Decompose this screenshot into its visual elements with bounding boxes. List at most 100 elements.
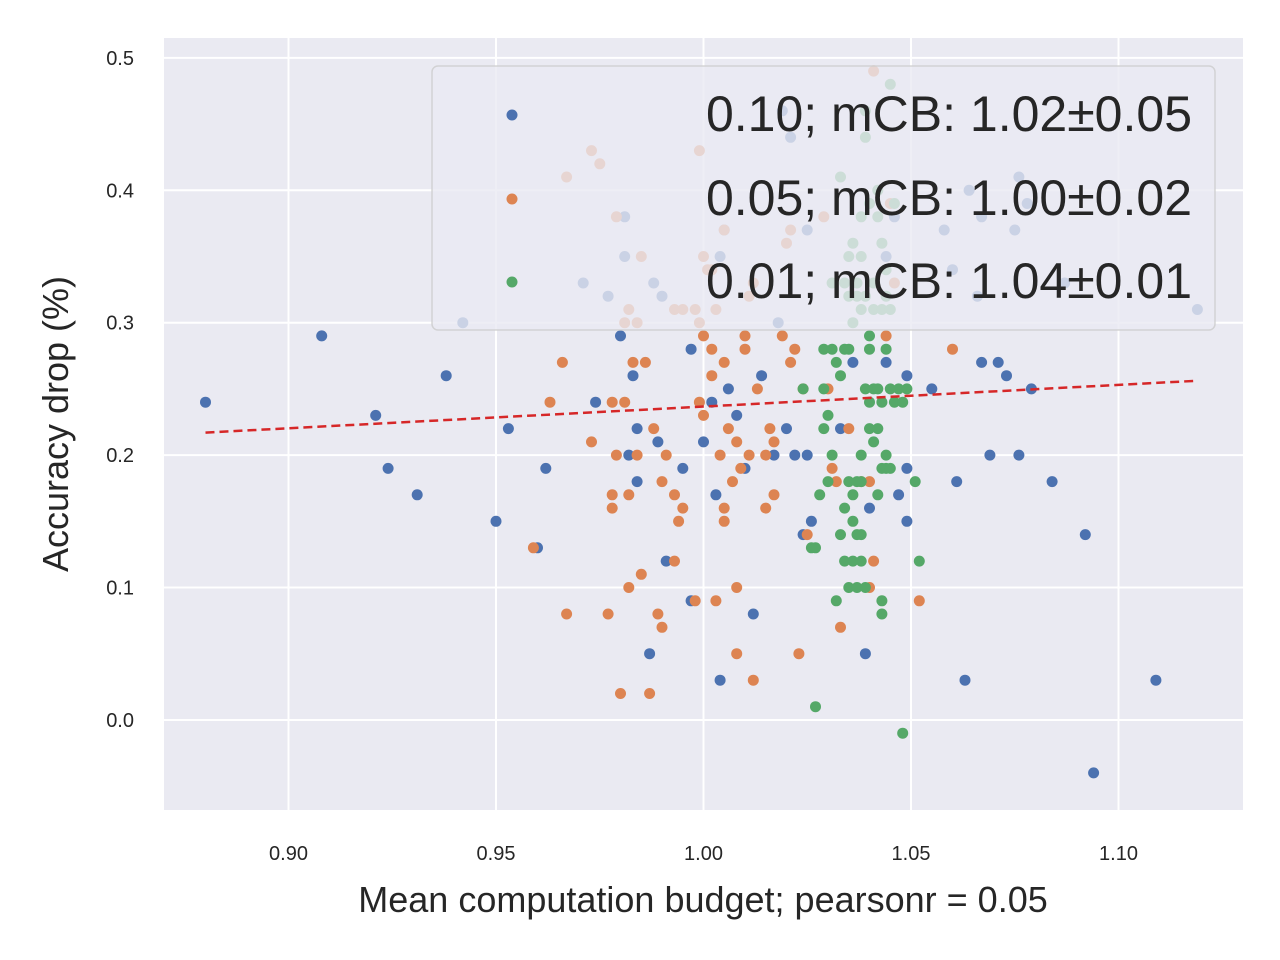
scatter-point-series-2 — [855, 529, 867, 541]
scatter-point-series-0 — [805, 515, 817, 527]
scatter-point-series-1 — [544, 396, 556, 408]
scatter-point-series-2 — [855, 555, 867, 567]
scatter-point-series-0 — [951, 476, 963, 488]
scatter-point-series-1 — [801, 529, 813, 541]
scatter-point-series-2 — [876, 608, 888, 620]
y-tick-label: 0.0 — [106, 710, 134, 732]
scatter-point-series-1 — [693, 396, 705, 408]
scatter-point-series-1 — [606, 502, 618, 514]
scatter-point-series-2 — [822, 409, 834, 421]
scatter-point-series-0 — [731, 409, 743, 421]
y-tick-label: 0.3 — [106, 313, 134, 335]
legend-box — [431, 65, 1216, 331]
legend: 0.10; mCB: 1.02±0.05 0.05; mCB: 1.00±0.0… — [431, 65, 1216, 331]
scatter-point-series-1 — [627, 356, 639, 368]
scatter-point-series-1 — [652, 608, 664, 620]
scatter-point-series-2 — [839, 502, 851, 514]
scatter-point-series-1 — [656, 621, 668, 633]
scatter-point-series-1 — [739, 330, 751, 342]
scatter-point-series-2 — [843, 343, 855, 355]
scatter-point-series-2 — [876, 396, 888, 408]
scatter-point-series-2 — [864, 423, 875, 435]
scatter-point-series-1 — [760, 449, 772, 461]
scatter-point-series-1 — [843, 423, 855, 435]
scatter-point-series-2 — [843, 476, 855, 488]
scatter-point-series-2 — [818, 383, 830, 395]
scatter-point-series-2 — [872, 423, 884, 435]
scatter-point-series-0 — [623, 449, 635, 461]
scatter-point-series-1 — [718, 515, 730, 527]
y-tick-label: 0.4 — [106, 180, 134, 202]
x-tick-label: 1.10 — [1099, 843, 1138, 865]
scatter-point-series-0 — [627, 370, 639, 382]
scatter-point-series-1 — [768, 436, 780, 448]
scatter-point-series-2 — [814, 489, 826, 501]
x-tick-label: 1.05 — [892, 843, 931, 865]
scatter-point-series-0 — [901, 515, 913, 527]
scatter-point-series-1 — [706, 343, 718, 355]
scatter-point-series-1 — [789, 343, 801, 355]
scatter-point-series-0 — [801, 449, 813, 461]
scatter-point-series-2 — [888, 396, 900, 408]
scatter-point-series-1 — [826, 462, 838, 474]
legend-label-2: 0.01; mCB: 1.04±0.01 — [706, 253, 1192, 309]
y-tick-label: 0.5 — [106, 48, 134, 70]
scatter-point-series-0 — [847, 356, 859, 368]
scatter-point-series-1 — [785, 356, 797, 368]
scatter-point-series-1 — [556, 356, 568, 368]
scatter-point-series-0 — [200, 396, 211, 408]
trend-line-group — [205, 379, 1194, 434]
scatter-point-series-2 — [822, 476, 834, 488]
scatter-point-series-1 — [722, 423, 734, 435]
scatter-point-series-1 — [623, 489, 635, 501]
scatter-point-series-1 — [714, 449, 726, 461]
scatter-point-series-0 — [768, 449, 780, 461]
scatter-point-series-1 — [698, 409, 709, 421]
scatter-point-series-2 — [847, 555, 859, 567]
scatter-point-series-1 — [648, 423, 660, 435]
legend-marker-2 — [506, 276, 518, 288]
scatter-point-series-1 — [606, 489, 618, 501]
scatter-point-series-1 — [735, 462, 747, 474]
scatter-point-series-0 — [502, 423, 514, 435]
scatter-point-series-2 — [864, 343, 875, 355]
scatter-point-series-2 — [880, 449, 892, 461]
scatter-point-series-0 — [864, 502, 875, 514]
scatter-point-series-0 — [1150, 674, 1162, 686]
scatter-point-series-1 — [660, 449, 672, 461]
scatter-point-series-1 — [913, 595, 925, 607]
scatter-point-series-2 — [835, 529, 846, 541]
scatter-point-series-1 — [864, 476, 875, 488]
scatter-point-series-1 — [673, 515, 685, 527]
trend-line — [205, 379, 1194, 434]
scatter-point-series-1 — [743, 449, 755, 461]
y-tick-labels: 0.0 0.1 0.2 0.3 0.4 0.5 — [106, 48, 134, 732]
legend-label-0: 0.10; mCB: 1.02±0.05 — [706, 86, 1192, 142]
scatter-point-series-2 — [897, 396, 909, 408]
scatter-point-series-1 — [561, 608, 573, 620]
scatter-point-series-0 — [540, 462, 552, 474]
scatter-point-series-1 — [689, 595, 701, 607]
scatter-point-series-2 — [847, 515, 859, 527]
scatter-point-series-1 — [586, 436, 597, 448]
scatter-point-series-1 — [776, 330, 788, 342]
scatter-point-series-1 — [656, 476, 668, 488]
scatter-point-series-2 — [880, 343, 892, 355]
scatter-point-series-2 — [855, 476, 867, 488]
scatter-point-series-0 — [926, 383, 938, 395]
x-axis-label: Mean computation budget; pearsonr = 0.05 — [358, 879, 1047, 920]
scatter-point-series-2 — [847, 489, 859, 501]
scatter-point-series-1 — [635, 568, 647, 580]
scatter-point-series-0 — [714, 674, 726, 686]
scatter-point-series-1 — [669, 555, 680, 567]
scatter-point-series-1 — [602, 608, 614, 620]
scatter-point-series-1 — [880, 330, 892, 342]
scatter-point-series-0 — [698, 436, 709, 448]
scatter-point-series-2 — [872, 489, 884, 501]
scatter-point-series-0 — [631, 476, 643, 488]
scatter-point-series-1 — [644, 688, 656, 699]
scatter-point-series-2 — [839, 555, 851, 567]
scatter-point-series-2 — [855, 449, 867, 461]
scatter-point-series-0 — [976, 356, 988, 368]
